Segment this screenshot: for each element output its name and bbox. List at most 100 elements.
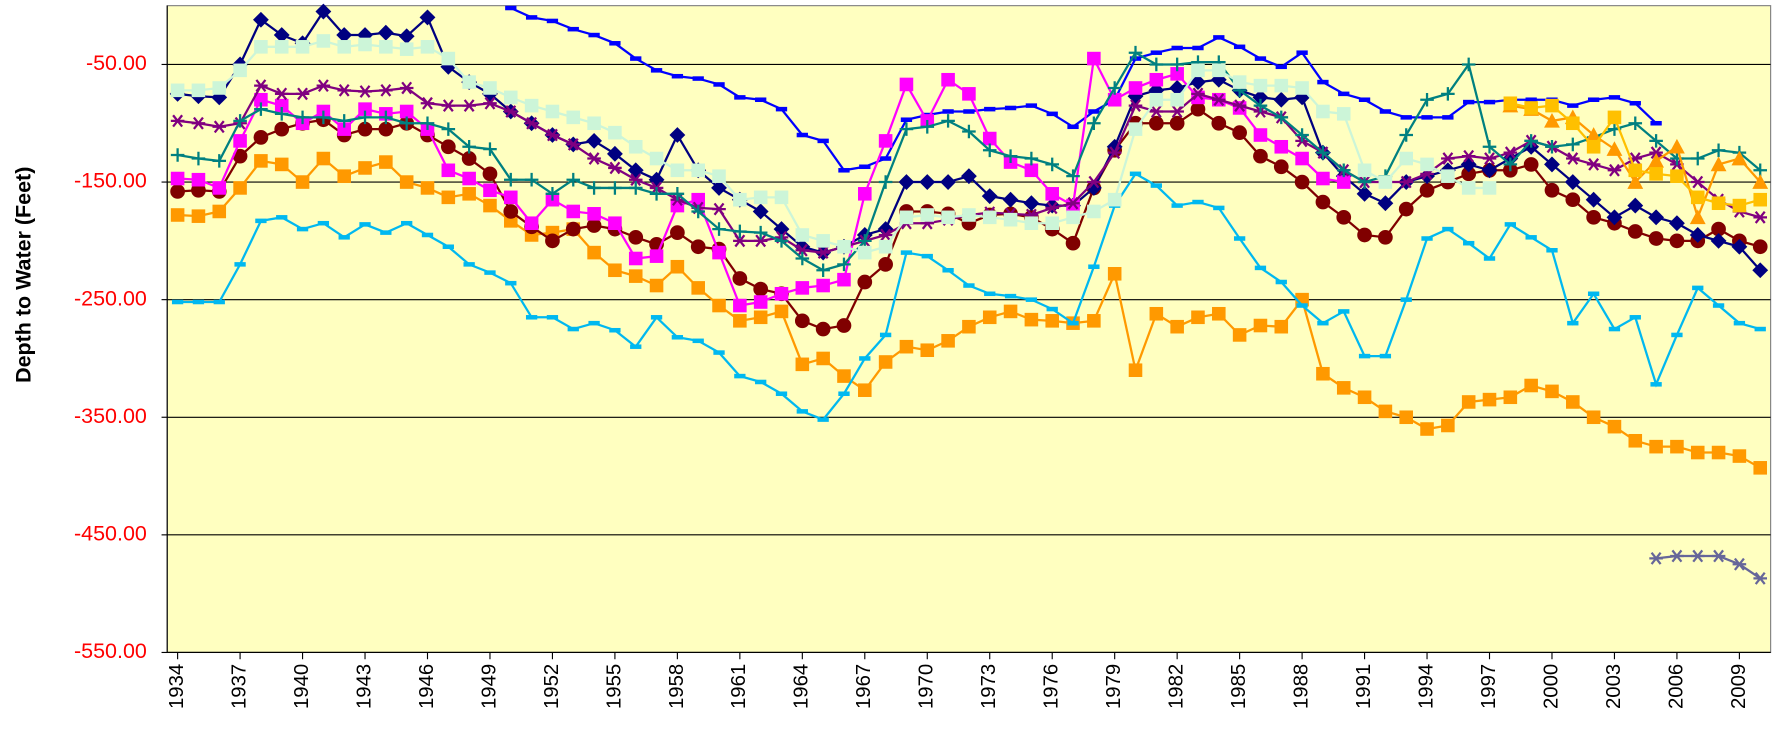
marker: [669, 127, 686, 143]
marker: [1378, 229, 1393, 245]
marker: [1566, 137, 1580, 152]
marker: [1025, 297, 1038, 302]
marker: [1461, 181, 1476, 195]
marker: [504, 190, 518, 205]
marker: [650, 68, 663, 73]
marker: [1232, 125, 1247, 141]
marker: [837, 369, 851, 383]
marker: [379, 110, 393, 125]
marker: [795, 357, 810, 372]
marker: [1254, 56, 1267, 61]
marker: [1046, 111, 1058, 117]
marker: [505, 280, 517, 286]
marker: [1441, 152, 1455, 165]
marker: [1213, 35, 1225, 40]
marker: [317, 220, 330, 226]
marker: [588, 320, 600, 326]
x-tick-label: 1955: [603, 664, 625, 709]
marker: [170, 171, 185, 186]
marker: [1149, 57, 1164, 72]
x-tick-label: 1961: [728, 664, 750, 709]
marker: [1669, 138, 1685, 154]
marker: [879, 156, 892, 161]
marker: [191, 83, 206, 98]
marker: [1274, 110, 1289, 125]
marker: [857, 274, 873, 290]
marker: [1461, 395, 1476, 409]
marker: [316, 151, 331, 166]
marker: [1692, 285, 1704, 291]
x-tick-label: 1997: [1478, 664, 1500, 709]
marker: [1649, 439, 1663, 454]
marker: [1567, 103, 1579, 108]
marker: [795, 228, 810, 242]
marker: [817, 138, 829, 144]
marker: [191, 116, 206, 130]
marker: [1607, 419, 1622, 434]
marker: [1711, 549, 1726, 563]
marker: [1128, 99, 1143, 112]
marker: [1606, 141, 1623, 156]
marker: [441, 51, 456, 66]
marker: [1296, 50, 1308, 55]
marker: [1190, 101, 1206, 117]
marker: [338, 235, 350, 240]
marker: [525, 315, 538, 320]
marker: [212, 181, 227, 195]
marker: [1107, 266, 1122, 281]
marker: [379, 83, 393, 97]
marker: [1607, 110, 1622, 125]
marker: [440, 139, 456, 155]
marker: [1482, 152, 1497, 165]
marker: [462, 99, 476, 112]
marker: [255, 218, 267, 224]
marker: [274, 40, 289, 54]
marker: [1317, 320, 1329, 326]
marker: [1253, 318, 1268, 333]
marker: [755, 97, 767, 102]
marker: [213, 299, 225, 305]
marker: [712, 202, 726, 216]
marker: [1107, 81, 1122, 95]
marker: [670, 187, 685, 201]
x-tick-label: 1949: [478, 664, 500, 709]
marker: [1649, 134, 1663, 148]
marker: [399, 42, 414, 56]
marker: [1149, 92, 1164, 107]
marker: [1545, 384, 1559, 399]
marker: [358, 102, 372, 116]
marker: [940, 174, 957, 190]
marker: [1628, 433, 1643, 448]
marker: [1420, 422, 1434, 436]
marker: [337, 114, 351, 128]
marker: [1503, 390, 1518, 405]
marker: [399, 175, 414, 189]
marker: [1045, 157, 1059, 172]
marker: [1316, 145, 1330, 160]
marker: [1482, 392, 1497, 407]
x-tick-label: 1952: [541, 664, 563, 709]
marker: [233, 134, 247, 148]
marker: [774, 234, 789, 248]
y-tick-label: -150.00: [74, 169, 147, 193]
x-tick-label: 1985: [1228, 664, 1250, 709]
marker: [586, 218, 602, 233]
marker: [962, 124, 976, 139]
marker: [1046, 306, 1058, 312]
marker: [442, 244, 454, 249]
marker: [380, 230, 392, 235]
marker: [1585, 127, 1602, 142]
marker: [795, 281, 810, 295]
marker: [587, 181, 601, 195]
marker: [441, 99, 456, 112]
marker: [170, 83, 185, 98]
marker: [1233, 236, 1246, 241]
marker: [1191, 63, 1205, 78]
marker: [1170, 319, 1184, 334]
marker: [942, 267, 954, 273]
marker: [1003, 212, 1018, 227]
marker: [1066, 198, 1080, 213]
marker: [1629, 315, 1641, 320]
marker: [1649, 146, 1663, 160]
marker: [1461, 149, 1476, 163]
